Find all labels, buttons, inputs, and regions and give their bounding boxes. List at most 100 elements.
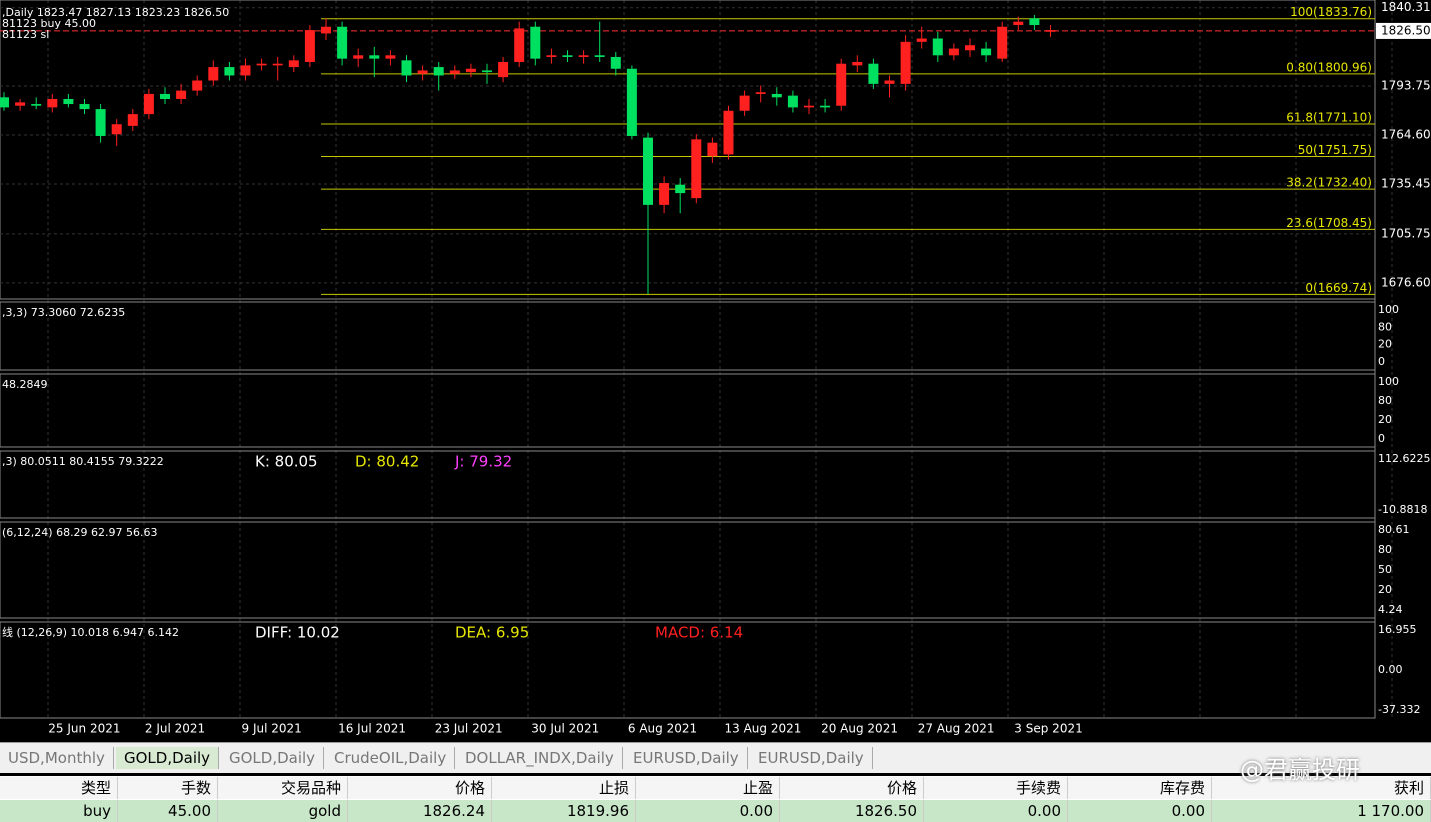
candle-body (304, 30, 315, 63)
candle-body (111, 124, 122, 135)
indicator-axis-label: 50 (1378, 563, 1392, 576)
candle-body (707, 142, 718, 157)
candle-body (562, 55, 573, 57)
indicator-axis-label: 80 (1378, 543, 1392, 556)
fib-label: 0(1669.74) (1305, 281, 1372, 295)
candle-body (643, 137, 653, 205)
indicator-axis-label: 20 (1378, 583, 1392, 596)
candle-body (771, 93, 782, 98)
candle-body (240, 65, 251, 76)
chart-tab[interactable]: EURUSD,Daily (750, 747, 873, 769)
indicator-label: DEA: 6.95 (455, 624, 529, 642)
candle-body (401, 60, 412, 76)
candle-body (787, 95, 798, 108)
candle-body (932, 38, 943, 56)
chart-tab[interactable]: GOLD,Daily (221, 747, 325, 769)
indicator-axis-label: 80 (1378, 320, 1392, 333)
table-header[interactable]: 价格 (780, 777, 924, 799)
x-tick-label: 2 Jul 2021 (145, 722, 205, 736)
table-header[interactable]: 类型 (0, 777, 118, 799)
fib-label: 38.2(1732.40) (1286, 176, 1372, 190)
panel-frame (0, 521, 1376, 619)
indicator-axis-label: 112.6225 (1378, 452, 1431, 465)
table-cell: 0.00 (636, 800, 780, 822)
watermark: @君赢投研 (1240, 756, 1360, 784)
fib-label: 50(1751.75) (1298, 143, 1372, 157)
chart-tab[interactable]: CrudeOIL,Daily (326, 747, 456, 769)
candle-body (739, 95, 750, 111)
candle-body (321, 26, 331, 34)
indicator-axis-label: 0 (1378, 355, 1385, 368)
candle-body (482, 70, 492, 73)
candle-body (965, 45, 975, 51)
indicator-axis-label: -10.8818 (1378, 503, 1427, 516)
candle-body (498, 62, 509, 78)
y-tick-label: 1705.75 (1381, 226, 1431, 240)
indicator-label: DIFF: 10.02 (255, 624, 340, 642)
x-tick-label: 27 Aug 2021 (918, 722, 995, 736)
candle-body (900, 41, 911, 84)
panel-frame (0, 301, 1376, 371)
indicator-axis-label: 20 (1378, 338, 1392, 351)
y-tick-label: 1840.31 (1381, 0, 1431, 14)
y-tick-label: 1735.45 (1381, 176, 1431, 190)
indicator-label: 48.2849 (2, 378, 48, 391)
chart-tab[interactable]: DOLLAR_INDX,Daily (457, 747, 623, 769)
x-tick-label: 20 Aug 2021 (821, 722, 898, 736)
indicator-label: K: 80.05 (255, 453, 318, 471)
fib-label: 0.80(1800.96) (1286, 60, 1372, 74)
candle-body (948, 48, 959, 56)
indicator-axis-label: 16.955 (1378, 623, 1417, 636)
chart-tab[interactable]: EURUSD,Daily (625, 747, 748, 769)
indicator-axis-label: 4.24 (1378, 603, 1403, 616)
indicator-label: 线 (12,26,9) 10.018 6.947 6.142 (2, 625, 179, 639)
panel-frame (0, 0, 1376, 300)
table-header[interactable]: 止损 (492, 777, 636, 799)
tab-bar: USD,Monthly GOLD,Daily GOLD,Daily CrudeOIL,… (0, 742, 1431, 773)
chart-tab[interactable]: USD,Monthly (0, 747, 114, 769)
y-tick-label: 1793.75 (1381, 78, 1431, 92)
table-header[interactable]: 止盈 (636, 777, 780, 799)
candle-body (723, 110, 734, 155)
table-header[interactable]: 获利 (1212, 777, 1431, 799)
candle-body (868, 63, 879, 84)
indicator-label: D: 80.42 (355, 453, 419, 471)
indicator-label: ,3,3) 73.3060 72.6235 (2, 306, 125, 319)
price-label: 1826.50 (1381, 23, 1431, 37)
candle-body (1045, 30, 1056, 32)
indicator-label: J: 79.32 (454, 453, 512, 471)
x-tick-label: 16 Jul 2021 (338, 722, 406, 736)
candle-body (610, 56, 621, 69)
chart-tab[interactable]: GOLD,Daily (116, 747, 220, 769)
table-cell: 0.00 (924, 800, 1068, 822)
table-header[interactable]: 库存费 (1068, 777, 1212, 799)
indicator-axis-label: 80.61 (1378, 523, 1410, 536)
candle-body (337, 26, 348, 59)
table-header[interactable]: 手续费 (924, 777, 1068, 799)
candle-body (127, 114, 138, 126)
y-tick-label: 1676.60 (1381, 275, 1431, 289)
candle-body (804, 105, 814, 108)
indicator-axis-label: 0.00 (1378, 663, 1403, 676)
indicator-axis-label: 20 (1378, 413, 1392, 426)
candle-body (1013, 21, 1024, 26)
candle-body (514, 28, 525, 63)
table-header[interactable]: 手数 (118, 777, 218, 799)
candle-body (578, 55, 589, 57)
price-box (1376, 22, 1431, 39)
candle-body (659, 183, 670, 205)
x-tick-label: 6 Aug 2021 (628, 722, 697, 736)
candle-body (530, 26, 541, 59)
candle-body (1029, 18, 1040, 26)
table-header[interactable]: 交易品种 (218, 777, 348, 799)
candle-body (691, 139, 702, 199)
fib-label: 61.8(1771.10) (1286, 111, 1372, 125)
candle-body (836, 63, 847, 106)
candle-body (820, 105, 831, 108)
x-tick-label: 13 Aug 2021 (725, 722, 802, 736)
candle-body (95, 109, 106, 136)
candle-body (47, 98, 58, 108)
x-tick-label: 23 Jul 2021 (435, 722, 503, 736)
indicator-label: (6,12,24) 68.29 62.97 56.63 (2, 526, 158, 539)
table-header[interactable]: 价格 (348, 777, 492, 799)
